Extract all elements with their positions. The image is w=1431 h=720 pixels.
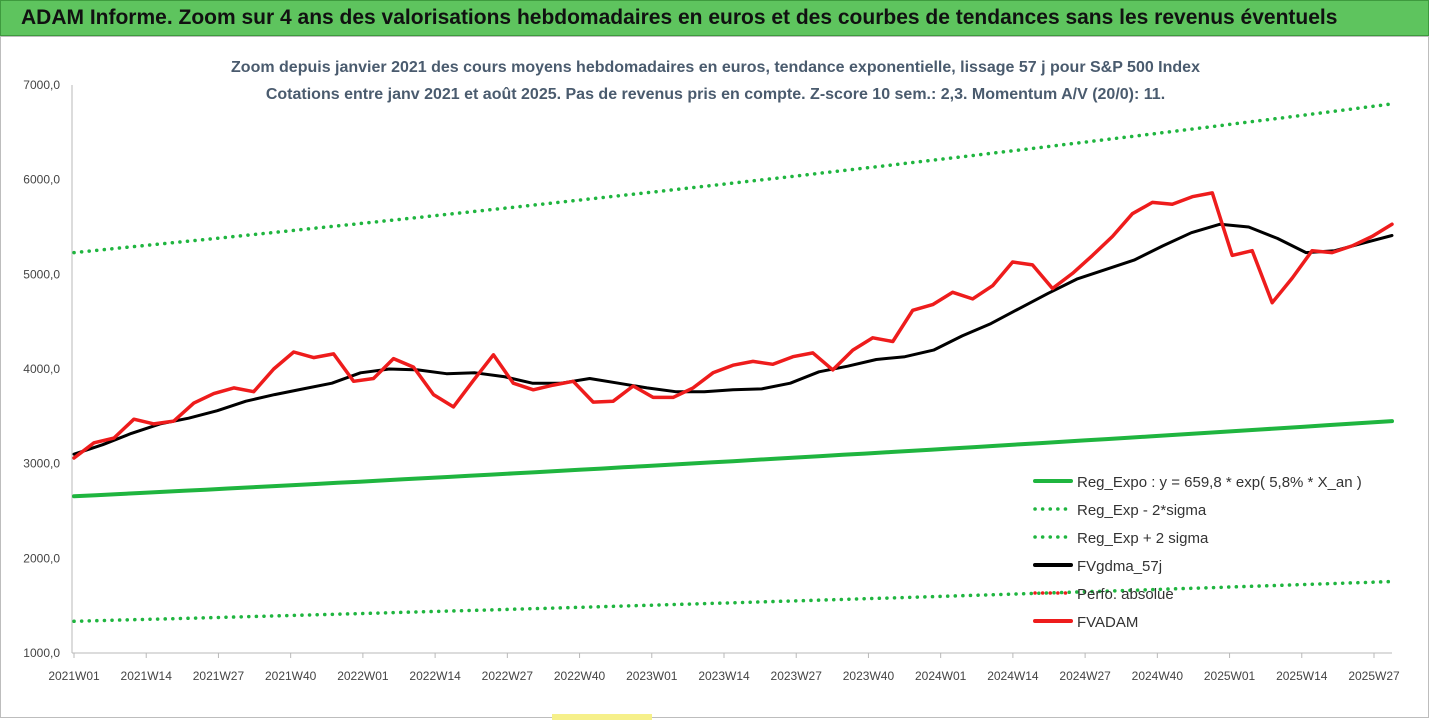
y-tick-label: 7000,0 — [23, 78, 60, 92]
x-tick-label: 2025W14 — [1276, 669, 1328, 683]
x-tick-label: 2025W27 — [1348, 669, 1400, 683]
y-tick-label: 3000,0 — [23, 457, 60, 471]
fvgdma-line — [72, 222, 1394, 456]
x-tick-label: 2021W40 — [265, 669, 317, 683]
x-tick-label: 2022W01 — [337, 669, 389, 683]
legend-label: FVgdma_57j — [1077, 558, 1162, 575]
scroll-marker — [552, 714, 652, 720]
x-tick-label: 2024W27 — [1059, 669, 1111, 683]
x-tick-label: 2023W40 — [843, 669, 895, 683]
x-tick-label: 2023W01 — [626, 669, 678, 683]
x-tick-label: 2023W14 — [698, 669, 750, 683]
y-tick-label: 4000,0 — [23, 362, 60, 376]
fvadam-line — [72, 191, 1394, 460]
x-tick-label: 2022W27 — [482, 669, 534, 683]
x-tick-label: 2022W40 — [554, 669, 606, 683]
x-tick-label: 2024W01 — [915, 669, 967, 683]
x-tick-label: 2022W14 — [409, 669, 461, 683]
report-header: ADAM Informe. Zoom sur 4 ans des valoris… — [0, 0, 1429, 36]
y-tick-label: 2000,0 — [23, 551, 60, 565]
reg-expo-line — [72, 419, 1394, 499]
legend-label: Reg_Expo : y = 659,8 * exp( 5,8% * X_an … — [1077, 474, 1362, 491]
chart-title: Zoom depuis janvier 2021 des cours moyen… — [231, 59, 1200, 76]
legend-label: Perfo. absolue — [1077, 586, 1174, 603]
chart-frame — [0, 36, 1429, 718]
x-tick-label: 2024W40 — [1132, 669, 1184, 683]
x-tick-label: 2025W01 — [1204, 669, 1256, 683]
reg-plus-2sigma-line — [72, 102, 1394, 255]
legend-label: Reg_Exp + 2 sigma — [1077, 530, 1209, 547]
x-tick-label: 2021W27 — [193, 669, 245, 683]
y-tick-label: 5000,0 — [23, 267, 60, 281]
x-tick-label: 2021W14 — [121, 669, 173, 683]
y-tick-label: 6000,0 — [23, 173, 60, 187]
x-tick-label: 2023W27 — [771, 669, 823, 683]
x-tick-label: 2024W14 — [987, 669, 1039, 683]
x-tick-label: 2021W01 — [48, 669, 100, 683]
report-title: ADAM Informe. Zoom sur 4 ans des valoris… — [21, 6, 1338, 29]
chart-subtitle: Cotations entre janv 2021 et août 2025. … — [265, 86, 1166, 103]
reg-minus-2sigma-line — [72, 579, 1394, 624]
legend-label: FVADAM — [1077, 614, 1138, 631]
y-tick-label: 1000,0 — [23, 646, 60, 660]
legend-label: Reg_Exp - 2*sigma — [1077, 502, 1207, 519]
